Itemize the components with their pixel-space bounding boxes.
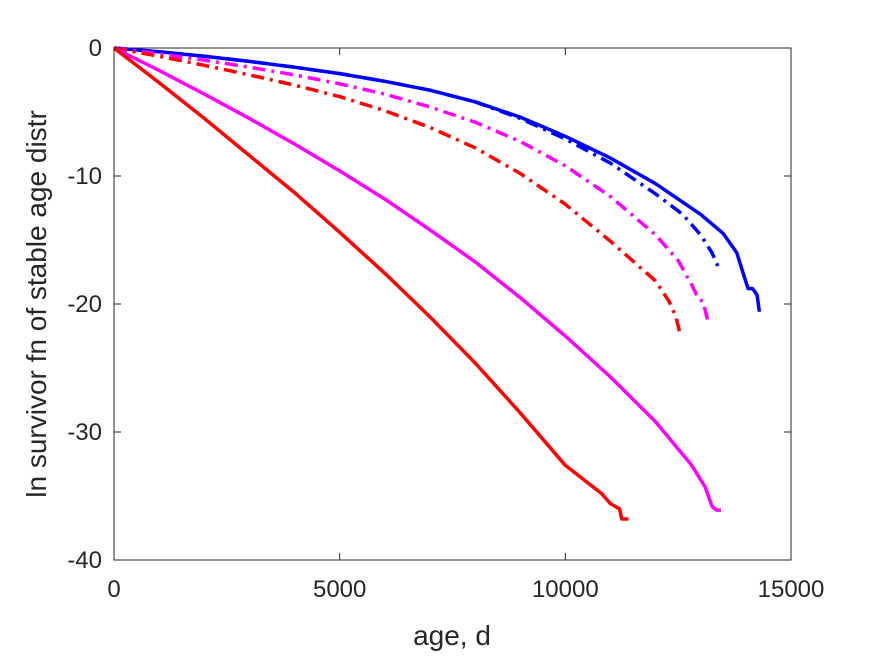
x-axis-ticks: 0 5000 10000 15000	[107, 48, 824, 603]
series-line-4	[113, 46, 683, 336]
y-axis-ticks: 0 -10 -20 -30 -40	[67, 35, 791, 574]
series-layer	[112, 46, 762, 521]
y-tick-label: -40	[67, 547, 102, 574]
series-line-5	[113, 46, 721, 512]
series-line-3	[113, 46, 710, 320]
x-tick-label: 10000	[532, 576, 599, 603]
x-tick-label: 5000	[313, 576, 366, 603]
plot-area	[113, 47, 792, 561]
y-axis-title: ln survivor fn of stable age distr	[21, 110, 52, 498]
y-tick-label: -10	[67, 163, 102, 190]
series-line-6	[112, 46, 629, 521]
x-tick-label: 0	[107, 576, 120, 603]
series-line-2	[113, 46, 721, 269]
y-tick-label: -20	[67, 291, 102, 318]
y-tick-label: -30	[67, 419, 102, 446]
x-tick-label: 15000	[758, 576, 825, 603]
y-tick-label: 0	[89, 35, 102, 62]
x-axis-title: age, d	[413, 620, 491, 651]
